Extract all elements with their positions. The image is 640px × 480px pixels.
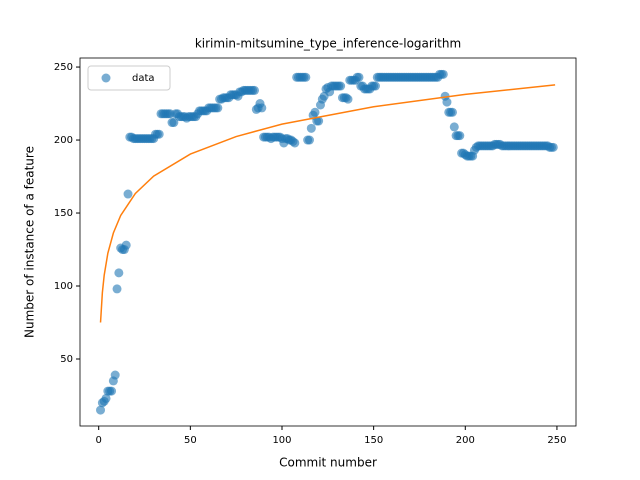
data-point	[438, 69, 448, 79]
data-point	[354, 72, 364, 82]
x-tick-label: 200	[456, 435, 475, 446]
data-point	[257, 103, 267, 113]
data-point	[154, 129, 164, 139]
legend-label: data	[132, 73, 155, 84]
chart-title: kirimin-mitsumine_type_inference-logarit…	[195, 37, 461, 51]
data-point	[96, 405, 106, 415]
y-tick-label: 200	[54, 135, 73, 146]
data-point	[290, 138, 300, 148]
x-tick-label: 0	[96, 435, 102, 446]
data-point	[101, 393, 111, 403]
fit-line	[99, 84, 556, 323]
data-point	[110, 370, 120, 380]
x-tick-label: 100	[272, 435, 291, 446]
data-point	[336, 81, 346, 91]
data-point	[213, 103, 223, 113]
axes-frame	[79, 57, 577, 427]
data-point	[114, 268, 124, 278]
data-point	[306, 123, 316, 133]
y-tick-label: 250	[54, 62, 73, 73]
y-axis-label: Number of instance of a feature	[23, 146, 37, 338]
y-tick-label: 50	[60, 354, 73, 365]
data-point	[301, 72, 311, 82]
y-tick-label: 150	[54, 208, 73, 219]
x-tick-label: 150	[364, 435, 383, 446]
legend-box	[87, 65, 171, 91]
data-point	[314, 116, 324, 126]
data-point	[107, 386, 117, 396]
data-point	[249, 85, 259, 95]
data-point	[343, 94, 353, 104]
data-point	[548, 142, 558, 152]
y-tick-label: 100	[54, 281, 73, 292]
data-point	[310, 107, 320, 117]
data-point	[370, 81, 380, 91]
data-point	[442, 97, 452, 107]
x-axis-label: Commit number	[279, 456, 377, 470]
data-point	[455, 131, 465, 141]
legend-marker	[101, 73, 111, 83]
data-point	[169, 118, 179, 128]
data-point	[123, 189, 133, 199]
data-point	[304, 135, 314, 145]
data-point	[121, 240, 131, 250]
data-point	[449, 122, 459, 132]
data-point	[112, 284, 122, 294]
data-point	[447, 107, 457, 117]
x-tick-label: 50	[184, 435, 197, 446]
x-tick-label: 250	[547, 435, 566, 446]
